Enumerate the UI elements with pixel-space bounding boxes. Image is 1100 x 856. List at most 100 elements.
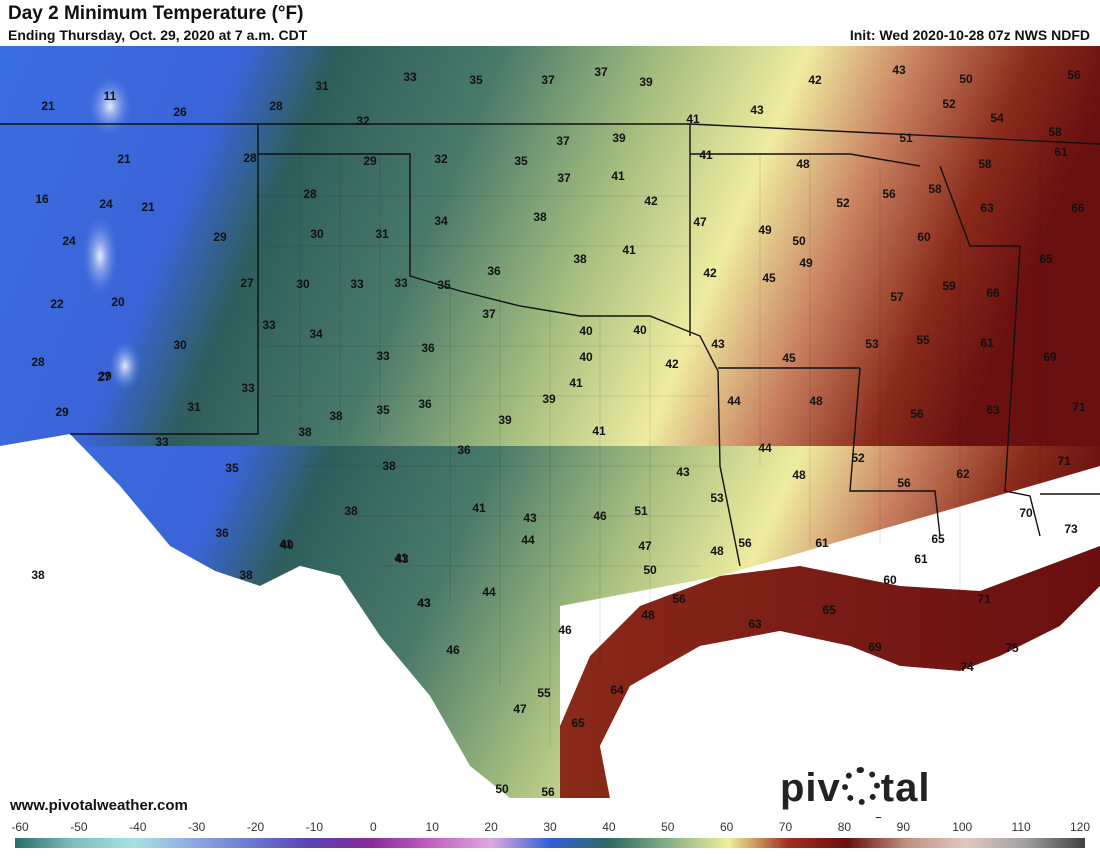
temperature-value: 34 [309, 327, 323, 341]
colorbar-tick-label: 40 [602, 820, 616, 834]
temperature-value: 33 [403, 70, 417, 84]
temperature-value: 61 [914, 552, 928, 566]
temperature-value: 56 [672, 592, 686, 606]
temperature-value: 43 [523, 511, 537, 525]
temperature-value: 41 [472, 501, 486, 515]
temperature-value: 69 [1043, 350, 1057, 364]
colorbar-tick-label: 0 [369, 820, 377, 834]
temperature-value: 61 [815, 536, 829, 550]
temperature-value: 16 [35, 192, 49, 206]
temperature-value: 40 [280, 538, 294, 552]
temperature-value: 57 [890, 290, 904, 304]
temperature-value: 40 [579, 350, 593, 364]
temperature-value: 44 [758, 441, 772, 455]
temperature-value: 62 [956, 467, 970, 481]
site-url[interactable]: www.pivotalweather.com [10, 797, 188, 814]
temperature-value: 39 [639, 75, 653, 89]
colorbar-tick-label: 90 [896, 820, 911, 834]
temperature-value: 60 [917, 230, 931, 244]
temperature-value: 38 [573, 252, 587, 266]
temperature-value: 11 [104, 89, 117, 103]
temperature-value: 34 [434, 214, 448, 228]
temperature-value: 33 [262, 318, 276, 332]
temperature-value: 50 [792, 234, 806, 248]
temperature-value: 53 [865, 337, 879, 351]
temperature-value: 56 [738, 536, 752, 550]
temperature-value: 31 [187, 400, 201, 414]
state-borders [0, 123, 1100, 567]
temperature-value: 66 [1071, 201, 1085, 215]
temperature-value: 43 [750, 103, 764, 117]
temperature-value: 41 [622, 243, 636, 257]
map-title: Day 2 Minimum Temperature (°F) [8, 3, 304, 24]
temperature-value: 43 [417, 596, 431, 610]
temperature-value: 43 [892, 63, 906, 77]
temperature-value: 35 [514, 154, 528, 168]
temperature-value: 70 [1019, 506, 1033, 520]
temperature-value: 43 [395, 552, 409, 566]
temperature-value: 52 [836, 196, 850, 210]
colorbar-tick-label: -10 [305, 820, 324, 834]
gulf-waters [560, 546, 1100, 798]
colorbar-tick-label: 120 [1069, 820, 1091, 834]
colorbar: -60 -50 -40 -30 -20 -10 0 10 20 30 40 50 60 70 80 90 100… [0, 818, 1100, 850]
temperature-value: 39 [542, 392, 556, 406]
temperature-value: 46 [446, 643, 460, 657]
temperature-value: 65 [1039, 252, 1053, 266]
temperature-value: 58 [978, 157, 992, 171]
temperature-value: 49 [758, 223, 772, 237]
temperature-value: 69 [868, 640, 882, 654]
valid-time-subtitle: Ending Thursday, Oct. 29, 2020 at 7 a.m.… [8, 27, 308, 43]
temperature-value: 63 [986, 403, 1000, 417]
temperature-value: 28 [269, 99, 283, 113]
temperature-value: 33 [241, 381, 255, 395]
temperature-value: 38 [344, 504, 358, 518]
temperature-value: 36 [215, 526, 229, 540]
temperature-value: 32 [434, 152, 448, 166]
temperature-value: 51 [634, 504, 648, 518]
temperature-value: 36 [457, 443, 471, 457]
temperature-value: 41 [592, 424, 606, 438]
temperature-value: 54 [990, 111, 1004, 125]
temperature-value: 24 [99, 197, 113, 211]
temperature-value: 48 [792, 468, 806, 482]
temperature-value: 38 [533, 210, 547, 224]
temperature-value: 29 [55, 405, 69, 419]
temperature-value: 64 [610, 683, 624, 697]
temperature-value: 21 [117, 152, 131, 166]
temperature-value: 48 [809, 394, 823, 408]
temperature-value: 49 [799, 256, 813, 270]
colorbar-tick-label: 20 [484, 820, 498, 834]
temperature-value: 28 [243, 151, 257, 165]
temperature-value: 37 [594, 65, 608, 79]
mountain-highlight [109, 341, 141, 391]
colorbar-tick-label: -50 [70, 820, 88, 834]
temperature-value: 27 [240, 276, 254, 290]
temperature-value: 39 [612, 131, 626, 145]
temperature-value: 37 [541, 73, 555, 87]
temperature-value: 28 [31, 355, 45, 369]
temperature-value: 47 [638, 539, 652, 553]
temperature-value: 21 [141, 200, 155, 214]
temperature-value: 56 [882, 187, 896, 201]
temperature-value: 26 [173, 105, 187, 119]
temperature-value: 48 [796, 157, 810, 171]
temperature-value: 21 [41, 99, 55, 113]
temperature-value: 27 [97, 370, 111, 384]
temperature-value: 63 [980, 201, 994, 215]
mexico-area [0, 434, 510, 798]
temperature-value: 55 [537, 686, 551, 700]
temperature-value: 37 [556, 134, 570, 148]
temperature-value: 35 [376, 403, 390, 417]
temperature-value: 22 [50, 297, 64, 311]
temperature-value: 47 [513, 702, 527, 716]
temperature-value: 56 [541, 785, 555, 799]
temperature-value: 58 [1048, 125, 1062, 139]
temperature-value: 30 [173, 338, 187, 352]
colorbar-tick-label: 50 [661, 820, 675, 834]
temperature-value: 43 [711, 337, 725, 351]
temperature-value: 36 [487, 264, 501, 278]
temperature-value: 65 [931, 532, 945, 546]
colorbar-tick-label: 30 [543, 820, 557, 834]
county-lines [258, 146, 1041, 746]
